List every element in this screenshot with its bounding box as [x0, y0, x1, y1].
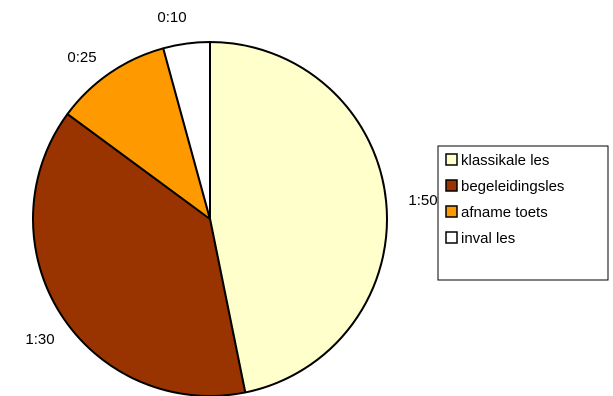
pie-slice-inval-les	[162, 41, 211, 220]
pie-slice-begeleidingsles	[32, 113, 247, 396]
data-label-klassikale-les: 1:50	[408, 192, 437, 209]
data-label-afname-toets: 0:25	[67, 49, 96, 66]
pie-slices	[32, 41, 388, 396]
legend-frame	[437, 145, 609, 281]
legend-swatch-inval-les	[445, 231, 458, 244]
legend-label-begeleidingsles: begeleidingsles	[461, 178, 564, 195]
legend-label-klassikale-les: klassikale les	[461, 152, 549, 169]
legend-swatch-begeleidingsles	[445, 179, 458, 192]
legend-label-afname-toets: afname toets	[461, 204, 548, 221]
pie-data-labels: 1:50 1:30 0:25 0:10	[25, 9, 437, 348]
legend-swatch-afname-toets	[445, 205, 458, 218]
legend-label-inval-les: inval les	[461, 230, 515, 247]
legend: klassikale les begeleidingsles afname toet…	[437, 145, 609, 281]
pie-slice-klassikale-les	[209, 41, 388, 394]
data-label-begeleidingsles: 1:30	[25, 331, 54, 348]
data-label-inval-les: 0:10	[157, 9, 186, 26]
legend-swatch-klassikale-les	[445, 153, 458, 166]
